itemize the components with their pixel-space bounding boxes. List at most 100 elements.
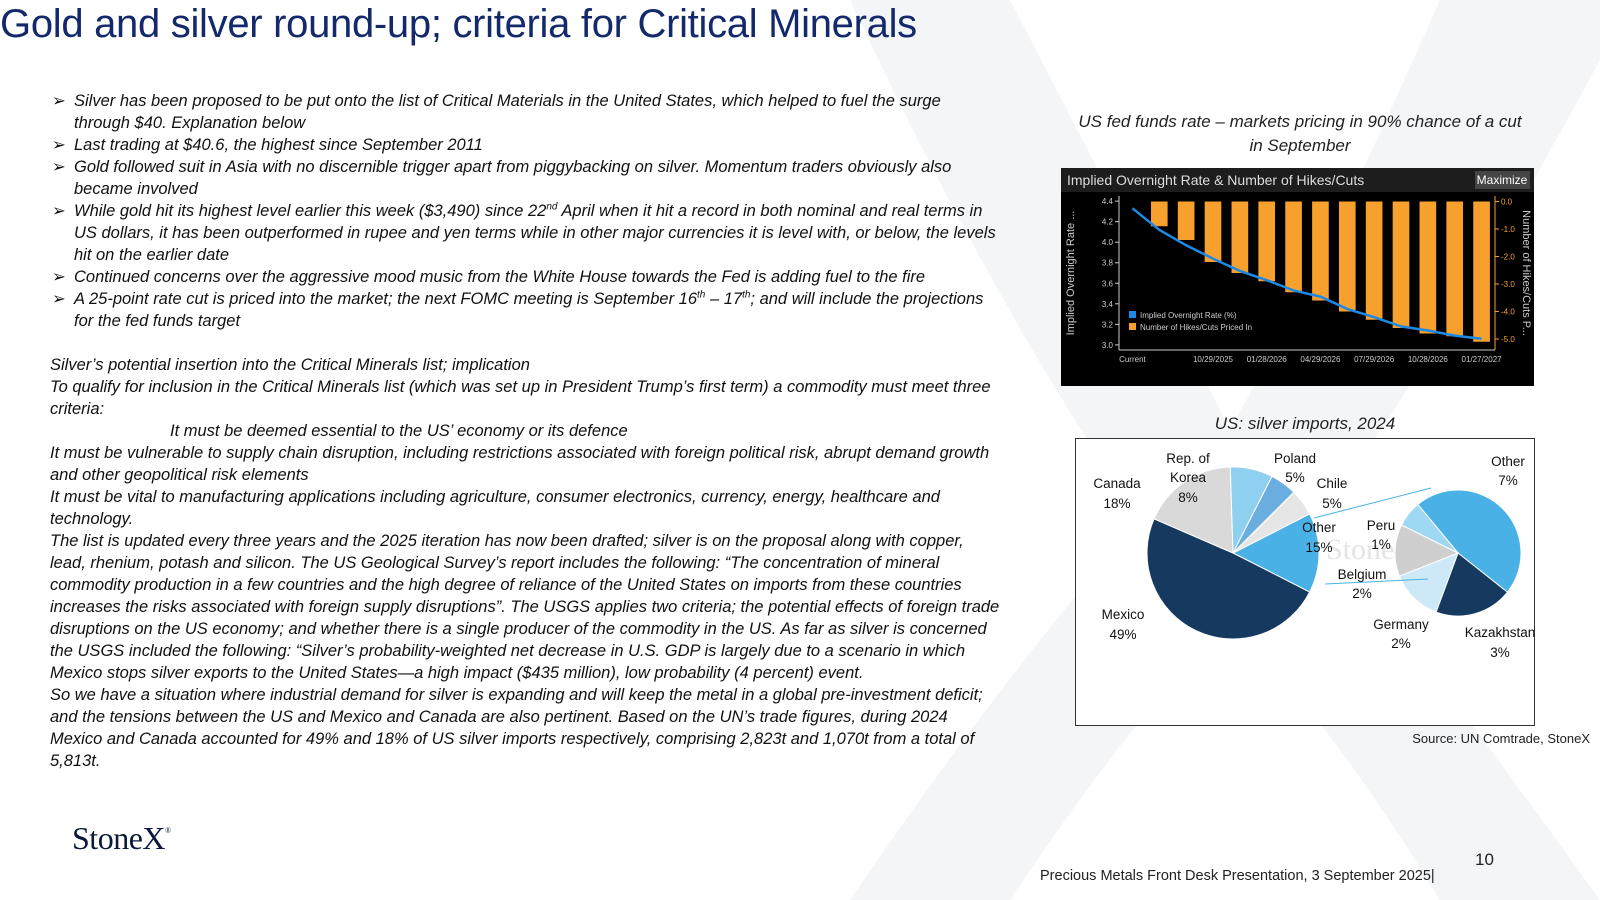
bullet-text: While gold hit its highest level earlier…	[74, 202, 547, 220]
bullet-item: ➢ A 25-point rate cut is priced into the …	[50, 288, 1000, 332]
x-tick-label: 10/29/2025	[1193, 355, 1234, 364]
pie-pct-mexico: 49%	[1109, 627, 1136, 642]
criterion-1: It must be deemed essential to the US’ e…	[170, 422, 628, 440]
maximize-button[interactable]	[1475, 171, 1530, 189]
pie-chart-svg: StoneX Canada 18% Rep. of Korea 8% Polan…	[1093, 451, 1534, 660]
superscript: nd	[546, 201, 558, 213]
logo-text: StoneX	[72, 820, 166, 856]
breakout-slice-peru	[1400, 503, 1459, 554]
bullet-text: A 25-point rate cut is priced into the m…	[74, 290, 698, 308]
pie-label-mexico: Mexico	[1102, 607, 1145, 622]
source-note: Source: UN Comtrade, StoneX	[1412, 731, 1590, 746]
fed-funds-rate-chart: Implied Overnight Rate & Number of Hikes…	[1061, 168, 1534, 386]
y-tick-label: 3.8	[1102, 259, 1114, 268]
legend-label-hikes: Number of Hikes/Cuts Priced In	[1140, 323, 1252, 332]
footer-text: Precious Metals Front Desk Presentation,…	[1040, 868, 1435, 884]
y-tick-label: 4.0	[1102, 238, 1114, 247]
y2-tick-label: -1.0	[1501, 225, 1515, 234]
y2-tick-label: 0.0	[1501, 198, 1513, 207]
hikes-cuts-bar	[1365, 201, 1383, 320]
bullet-text: Gold followed suit in Asia with no disce…	[74, 158, 952, 198]
breakout-label-peru: Peru	[1367, 518, 1396, 533]
y2-tick-label: -2.0	[1501, 253, 1515, 262]
bullet-text: Last trading at $40.6, the highest since…	[74, 136, 483, 154]
breakout-pct-peru: 1%	[1371, 537, 1391, 552]
connector-line-bottom	[1324, 578, 1429, 585]
breakout-slice-other	[1417, 489, 1522, 593]
x-tick-label: 10/28/2026	[1408, 355, 1449, 364]
implied-rate-line	[1131, 207, 1482, 340]
breakout-slice-kazakhstan	[1435, 552, 1509, 617]
logo-mark: ®	[165, 826, 171, 835]
hikes-cuts-bar	[1419, 201, 1437, 334]
x-tick-label: 01/28/2026	[1247, 355, 1288, 364]
page-title: Gold and silver round-up; criteria for C…	[0, 2, 917, 46]
bullet-text: ; and will include the projections for t…	[74, 290, 984, 330]
bullet-text: April when it hit a record in both nomin…	[74, 202, 996, 264]
breakout-pct-kazakhstan: 3%	[1490, 645, 1510, 660]
bullet-list: ➢ Silver has been proposed to be put onto…	[50, 90, 1000, 332]
pie-slice-chile	[1232, 491, 1311, 554]
hikes-cuts-bar	[1446, 201, 1464, 337]
body-text: ➢ Silver has been proposed to be put onto…	[50, 90, 1000, 772]
pie-label-canada: Canada	[1093, 476, 1141, 491]
connector-line-top	[1313, 487, 1432, 519]
silver-imports-pie-chart: StoneX Canada 18% Rep. of Korea 8% Polan…	[1075, 438, 1535, 726]
y-tick-label: 4.4	[1102, 197, 1114, 206]
arrow-bullet-icon: ➢	[52, 136, 66, 154]
arrow-bullet-icon: ➢	[52, 290, 66, 308]
legend-swatch-hikes	[1129, 323, 1136, 330]
hikes-cuts-bar	[1150, 201, 1168, 227]
paragraph-usgs: The list is updated every three years an…	[50, 532, 1000, 682]
bullet-item: ➢ Silver has been proposed to be put onto…	[50, 90, 1000, 134]
pie-label-korea-line1: Rep. of	[1166, 451, 1210, 466]
maximize-button-label[interactable]: Maximize	[1477, 173, 1528, 187]
hikes-cuts-bar	[1231, 201, 1249, 273]
hikes-cuts-bar	[1204, 201, 1222, 262]
hikes-cuts-bar	[1392, 201, 1410, 328]
arrow-bullet-icon: ➢	[52, 268, 66, 286]
hikes-cuts-bar	[1312, 201, 1329, 301]
pie-pct-canada: 18%	[1103, 496, 1130, 511]
chart-title-bar	[1061, 168, 1534, 192]
pie-label-poland: Poland	[1274, 451, 1316, 466]
hikes-cuts-bar	[1285, 201, 1302, 293]
section-intro: To qualify for inclusion in the Critical…	[50, 378, 991, 418]
y2-axis-label: Number of Hikes/Cuts P...	[1520, 210, 1532, 336]
arrow-bullet-icon: ➢	[52, 92, 66, 110]
bullet-item: ➢ Gold followed suit in Asia with no disc…	[50, 156, 1000, 200]
stonex-logo: StoneX®	[72, 820, 171, 857]
section-heading: Silver’s potential insertion into the Cr…	[50, 356, 530, 374]
arrow-bullet-icon: ➢	[52, 202, 66, 220]
bullet-text: Continued concerns over the aggressive m…	[74, 268, 926, 286]
y-tick-label: 3.2	[1102, 320, 1114, 329]
pie-pct-chile: 5%	[1322, 496, 1342, 511]
breakout-label-kazakhstan: Kazakhstan	[1465, 625, 1534, 640]
bullet-text: Silver has been proposed to be put onto …	[74, 92, 941, 132]
pie-slice-canada	[1153, 466, 1234, 554]
pie-pct-poland: 5%	[1285, 470, 1305, 485]
criterion-2: It must be vulnerable to supply chain di…	[50, 444, 990, 484]
pie-slice-mexico	[1146, 518, 1311, 640]
y2-tick-label: -3.0	[1501, 280, 1515, 289]
superscript: th	[697, 289, 706, 301]
x-tick-label: 07/29/2026	[1354, 355, 1395, 364]
pie-label-korea-line2: Korea	[1170, 470, 1207, 485]
bullet-item: ➢ Last trading at $40.6, the highest sinc…	[50, 134, 1000, 156]
breakout-pct-belgium: 2%	[1352, 586, 1372, 601]
hikes-cuts-bar	[1338, 201, 1356, 312]
breakout-pct-other: 7%	[1498, 473, 1518, 488]
criterion-3: It must be vital to manufacturing applic…	[50, 488, 940, 528]
bullet-item: ➢ Continued concerns over the aggressive …	[50, 266, 1000, 288]
x-tick-label: 01/27/2027	[1462, 355, 1503, 364]
legend-swatch-rate	[1129, 311, 1136, 318]
pie-chart-caption: US: silver imports, 2024	[1214, 414, 1396, 433]
breakout-label-belgium: Belgium	[1338, 567, 1387, 582]
paragraph-conclusion: So we have a situation where industrial …	[50, 686, 983, 770]
arrow-bullet-icon: ➢	[52, 158, 66, 176]
hikes-cuts-bar	[1177, 201, 1195, 240]
pie-pct-korea: 8%	[1178, 490, 1198, 505]
breakout-label-other: Other	[1491, 454, 1525, 469]
hikes-cuts-bar	[1258, 201, 1276, 282]
pie-label-other-main: Other	[1302, 520, 1336, 535]
